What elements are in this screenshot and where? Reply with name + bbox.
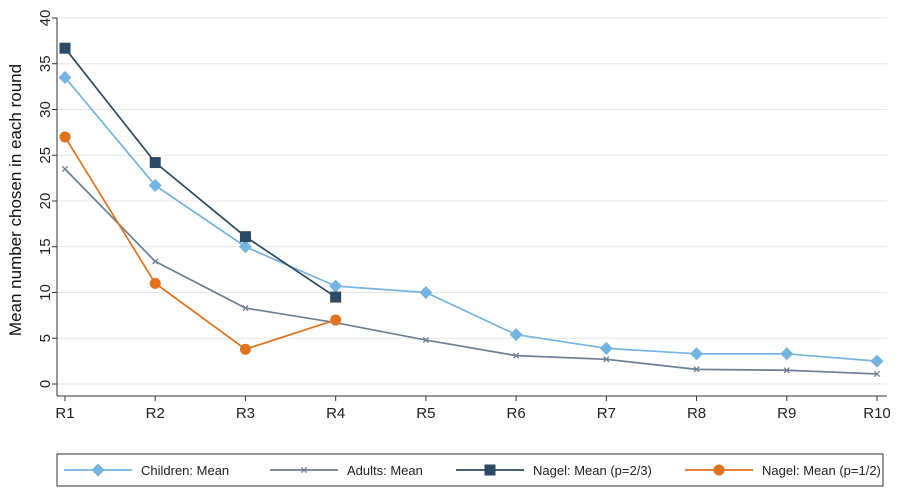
x-tick-label-R9: R9 [777, 405, 796, 422]
series-group [58, 42, 884, 377]
y-tick-label-25: 25 [37, 147, 54, 164]
y-tick-label-30: 30 [37, 101, 54, 118]
series-2-point-R3 [242, 304, 249, 312]
y-tick-label-5: 5 [37, 334, 54, 342]
series-2-point-R8 [693, 366, 700, 373]
series-3-point-R2 [149, 157, 161, 169]
legend-swatch-marker-2 [300, 466, 308, 474]
series-3-point-R3 [239, 231, 251, 243]
y-tick-label-10: 10 [37, 284, 54, 301]
series-1-point-R1 [58, 70, 72, 84]
legend-item-4: Nagel: Mean (p=1/2) [685, 463, 881, 478]
legend-swatch-marker-1 [91, 463, 105, 477]
legend-swatch-marker-4 [713, 464, 725, 476]
legend-label-4: Nagel: Mean (p=1/2) [762, 463, 881, 478]
grid-lines [57, 17, 887, 385]
series-1-line [64, 76, 878, 362]
legend-item-3: Nagel: Mean (p=2/3) [456, 463, 652, 478]
series-1-point-R2 [148, 178, 162, 192]
x-tick-label-R5: R5 [416, 405, 435, 422]
series-4-point-R2 [149, 277, 161, 289]
series-2-point-R9 [783, 367, 790, 374]
series-2-point-R6 [513, 352, 520, 359]
series-1 [58, 70, 884, 368]
series-1-point-R4 [329, 279, 343, 293]
x-tick-label-R7: R7 [597, 405, 616, 422]
series-1-point-R5 [419, 286, 433, 299]
x-tick-label-R2: R2 [146, 405, 165, 422]
series-2-point-R10 [873, 370, 881, 377]
legend-item-1: Children: Mean [64, 463, 229, 478]
legend-label-1: Children: Mean [141, 463, 229, 478]
series-2-point-R1 [61, 165, 69, 173]
x-tick-label-R6: R6 [507, 405, 526, 422]
series-2-point-R7 [603, 356, 610, 363]
y-axis-title: Mean number chosen in each round [6, 64, 25, 336]
series-1-point-R9 [780, 347, 794, 361]
series-3-point-R1 [59, 42, 71, 54]
series-2-point-R5 [422, 337, 429, 344]
legend-item-2: Adults: Mean [270, 463, 423, 478]
series-3-point-R4 [330, 291, 342, 303]
series-3-line [64, 47, 337, 298]
x-tick-label-R3: R3 [236, 405, 255, 422]
x-tick-label-R10: R10 [863, 405, 891, 422]
series-1-point-R7 [599, 341, 613, 355]
series-4-point-R1 [59, 131, 71, 143]
series-1-point-R3 [238, 240, 252, 254]
series-2 [61, 165, 881, 377]
y-tick-label-15: 15 [37, 238, 54, 255]
series-1-point-R8 [690, 347, 704, 361]
legend-swatch-marker-3 [484, 464, 496, 476]
axes: 0 5 10 15 20 25 30 35 40 R1 R2 R3 R4 R5 R6 R7 R8 R9 R10 [37, 10, 891, 422]
x-tick-label-R1: R1 [55, 405, 74, 422]
y-tick-label-35: 35 [37, 55, 54, 72]
x-tick-label-R8: R8 [687, 405, 706, 422]
series-4 [59, 131, 342, 355]
series-3 [59, 42, 342, 303]
series-1-point-R6 [509, 328, 523, 342]
series-4-point-R4 [330, 314, 342, 326]
series-1-point-R10 [870, 354, 884, 368]
y-tick-label-40: 40 [37, 10, 54, 27]
y-tick-label-0: 0 [37, 380, 54, 388]
x-tick-label-R4: R4 [326, 405, 345, 422]
y-tick-label-20: 20 [37, 193, 54, 210]
legend-label-3: Nagel: Mean (p=2/3) [533, 463, 652, 478]
series-2-line [64, 168, 878, 375]
legend-label-2: Adults: Mean [347, 463, 423, 478]
series-4-line [64, 136, 336, 351]
series-4-point-R3 [239, 343, 251, 355]
series-2-point-R2 [152, 258, 159, 265]
legend: Children: Mean Adults: Mean Nagel: Mean (p… [56, 453, 884, 487]
